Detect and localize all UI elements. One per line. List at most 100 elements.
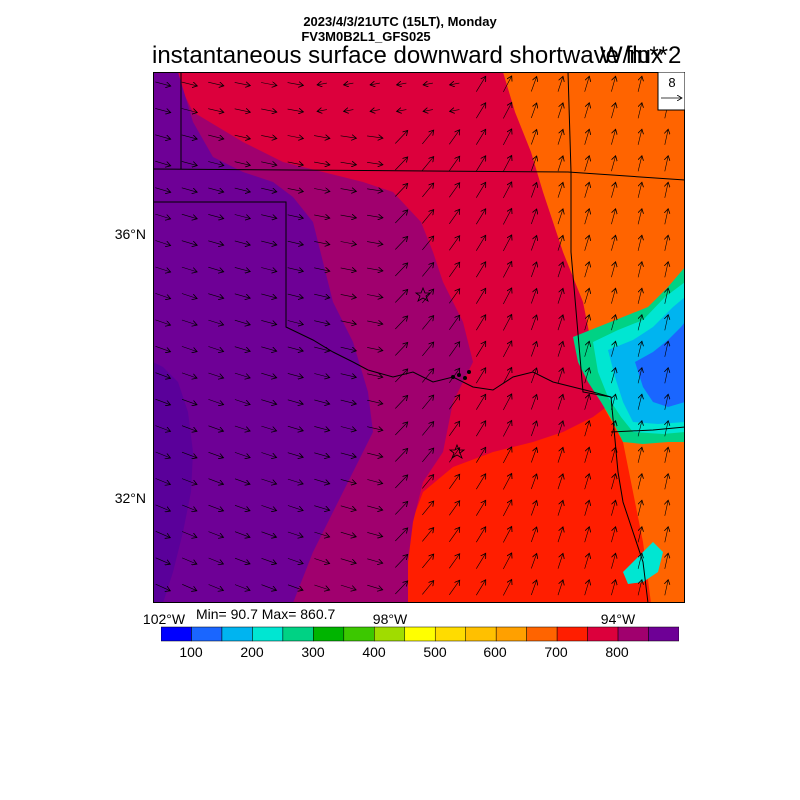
wind-vector xyxy=(340,558,356,564)
wind-vector xyxy=(367,505,382,510)
wind-vector xyxy=(449,262,459,277)
wind-vector xyxy=(314,531,329,537)
wind-vector xyxy=(155,293,170,298)
wind-vector xyxy=(611,527,615,543)
wind-vector xyxy=(261,135,277,138)
wind-vector xyxy=(503,474,511,490)
wind-vector xyxy=(208,346,223,352)
wind-vector xyxy=(449,580,459,595)
wind-vector xyxy=(261,241,277,245)
city-markers xyxy=(414,286,466,459)
wind-vector xyxy=(503,421,511,437)
wind-vector xyxy=(287,478,303,484)
wind-vector xyxy=(503,76,511,93)
wind-vector xyxy=(234,425,250,431)
wind-vector xyxy=(611,76,615,92)
wind-vector xyxy=(155,478,171,485)
wind-vector xyxy=(638,209,642,225)
wind-vector xyxy=(340,268,357,271)
wind-vector xyxy=(531,527,536,543)
wind-vector xyxy=(395,131,407,144)
wind-vector xyxy=(503,394,511,411)
wind-vector xyxy=(208,557,224,564)
wind-vector xyxy=(208,504,224,511)
wind-vector xyxy=(449,448,459,463)
wind-vector xyxy=(449,209,459,224)
wind-vector xyxy=(422,448,433,463)
wind-vector xyxy=(422,157,433,171)
wind-vector xyxy=(314,399,329,404)
wind-vector xyxy=(181,134,197,139)
wind-vector xyxy=(370,83,380,85)
wind-vector xyxy=(476,262,485,278)
wind-vector xyxy=(611,474,615,490)
wind-vector xyxy=(314,189,330,192)
wind-vector xyxy=(155,187,170,193)
wind-vector xyxy=(503,341,511,358)
wind-vector xyxy=(503,447,511,464)
wind-vector xyxy=(340,162,357,165)
wind-vector xyxy=(234,584,250,591)
wind-vector xyxy=(531,130,536,145)
wind-vector xyxy=(261,372,276,378)
wind-vector xyxy=(584,368,590,384)
wind-vector xyxy=(181,451,197,458)
wind-vector xyxy=(314,558,329,564)
wind-vector xyxy=(287,268,304,272)
wind-vector xyxy=(181,557,197,564)
wind-vector xyxy=(584,527,590,543)
wind-vector xyxy=(611,129,615,145)
wind-vector xyxy=(314,321,330,325)
wind-vector xyxy=(181,425,197,432)
wind-vector xyxy=(208,109,224,113)
wind-vector xyxy=(234,109,251,112)
wind-vector xyxy=(531,289,536,304)
wind-vector xyxy=(503,262,511,278)
wind-vector xyxy=(340,189,357,192)
wind-vector xyxy=(314,268,330,271)
wind-vector xyxy=(503,500,511,517)
wind-vector xyxy=(476,580,485,596)
wind-vector xyxy=(314,478,329,484)
wind-vector xyxy=(584,341,590,357)
wind-vector xyxy=(287,241,304,245)
wind-vector xyxy=(638,129,642,145)
wind-vector xyxy=(181,187,197,192)
wind-vector xyxy=(557,235,563,251)
wind-vector xyxy=(234,557,250,564)
wind-vector xyxy=(340,347,357,351)
wind-vector xyxy=(665,315,668,331)
wind-vector xyxy=(422,369,433,383)
wind-vector xyxy=(422,395,433,410)
wind-vector xyxy=(584,182,590,198)
wind-vector xyxy=(287,558,303,563)
wind-vector xyxy=(557,553,563,569)
colorbar-swatch xyxy=(252,626,284,642)
wind-vector xyxy=(423,83,433,85)
colorbar-swatch xyxy=(526,626,558,642)
wind-vector xyxy=(397,83,407,85)
wind-vector xyxy=(234,346,250,352)
wind-vector xyxy=(665,368,668,384)
wind-vector xyxy=(287,531,303,537)
lon-label-98w: 98°W xyxy=(372,611,408,627)
wind-vector xyxy=(395,581,407,595)
wind-vector xyxy=(531,448,536,463)
wind-vector xyxy=(340,294,357,297)
wind-vector xyxy=(665,580,668,596)
wind-vector xyxy=(665,182,668,198)
wind-vector xyxy=(234,240,250,245)
wind-vector xyxy=(314,241,330,244)
wind-vector xyxy=(557,421,563,437)
wind-vector xyxy=(638,315,642,331)
wind-vector xyxy=(531,315,536,331)
wind-vector xyxy=(234,505,250,510)
wind-vector xyxy=(314,452,329,457)
wind-vector xyxy=(155,451,171,458)
wind-vector xyxy=(476,447,485,463)
colorbar-swatch xyxy=(587,626,619,642)
wind-vector xyxy=(449,474,459,489)
colorbar-swatch xyxy=(374,626,406,642)
wind-vector xyxy=(155,346,171,351)
wind-vector xyxy=(287,399,303,404)
